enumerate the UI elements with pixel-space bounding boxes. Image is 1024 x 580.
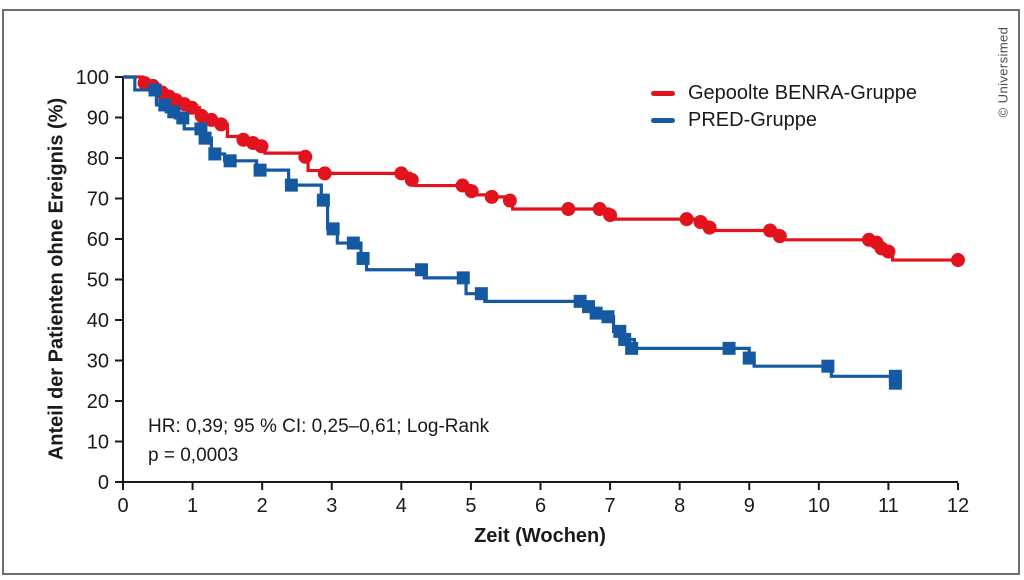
x-tick-label: 12 bbox=[947, 495, 969, 517]
event-marker-circle bbox=[502, 193, 517, 208]
event-marker-square bbox=[176, 111, 190, 125]
hr-ci-logrank-text: HR: 0,39; 95 % CI: 0,25–0,61; Log-Rank bbox=[148, 416, 490, 437]
event-marker-square bbox=[821, 359, 835, 373]
event-marker-square bbox=[346, 236, 360, 250]
event-marker-circle bbox=[679, 212, 694, 227]
x-tick-label: 3 bbox=[326, 495, 337, 517]
event-marker-square bbox=[474, 287, 488, 301]
event-marker-circle bbox=[214, 117, 229, 132]
y-axis-label: Anteil der Patienten ohne Ereignis (%) bbox=[45, 97, 68, 461]
event-marker-circle bbox=[603, 208, 618, 223]
y-tick-label: 60 bbox=[87, 229, 109, 251]
copyright-note: © Universimed bbox=[995, 26, 1011, 118]
y-tick-label: 90 bbox=[87, 108, 109, 130]
p-value-text: p = 0,0003 bbox=[148, 445, 239, 466]
event-marker-square bbox=[253, 163, 267, 177]
x-tick-label: 4 bbox=[396, 495, 407, 517]
event-marker-circle bbox=[561, 202, 576, 217]
legend-item-pred: PRED-Gruppe bbox=[651, 107, 917, 134]
event-marker-square bbox=[208, 147, 222, 161]
event-marker-square bbox=[625, 341, 639, 355]
event-marker-square bbox=[456, 271, 470, 285]
event-marker-circle bbox=[592, 202, 607, 217]
event-marker-circle bbox=[298, 149, 313, 164]
y-tick-label: 80 bbox=[87, 148, 109, 170]
y-tick-label: 100 bbox=[76, 67, 109, 89]
event-marker-square bbox=[356, 251, 370, 265]
y-tick-label: 30 bbox=[87, 351, 109, 373]
y-tick-label: 0 bbox=[98, 472, 109, 494]
legend-label-pred: PRED-Gruppe bbox=[688, 109, 817, 131]
stats-annotation: HR: 0,39; 95 % CI: 0,25–0,61; Log-Rank p… bbox=[148, 412, 489, 470]
event-marker-circle bbox=[772, 229, 787, 244]
x-tick-label: 6 bbox=[535, 495, 546, 517]
legend-label-benra: Gepoolte BENRA-Gruppe bbox=[688, 82, 918, 104]
event-marker-circle bbox=[184, 100, 199, 115]
event-marker-circle bbox=[394, 166, 409, 181]
event-marker-square bbox=[326, 222, 340, 236]
event-marker-square bbox=[284, 178, 298, 192]
y-tick-label: 40 bbox=[87, 310, 109, 332]
event-marker-square bbox=[148, 83, 162, 97]
event-marker-square bbox=[415, 263, 429, 277]
legend-item-benra: Gepoolte BENRA-Gruppe bbox=[651, 80, 917, 107]
event-marker-square bbox=[601, 310, 615, 324]
event-marker-circle bbox=[254, 139, 269, 154]
event-marker-circle bbox=[317, 166, 332, 181]
x-tick-label: 10 bbox=[808, 495, 830, 517]
event-marker-circle bbox=[702, 220, 717, 235]
x-axis-label: Zeit (Wochen) bbox=[474, 525, 606, 547]
event-marker-square bbox=[198, 131, 212, 145]
event-marker-square bbox=[722, 341, 736, 355]
event-marker-square bbox=[742, 351, 756, 365]
event-marker-square bbox=[223, 154, 237, 168]
x-tick-label: 9 bbox=[744, 495, 755, 517]
event-marker-square bbox=[589, 306, 603, 320]
event-marker-circle bbox=[951, 253, 965, 268]
legend: Gepoolte BENRA-Gruppe PRED-Gruppe bbox=[651, 80, 917, 134]
x-tick-label: 8 bbox=[674, 495, 685, 517]
event-marker-circle bbox=[484, 189, 499, 204]
pred-line-swatch bbox=[651, 118, 675, 123]
x-tick-label: 7 bbox=[605, 495, 616, 517]
y-tick-label: 70 bbox=[87, 189, 109, 211]
y-tick-label: 10 bbox=[87, 432, 109, 454]
event-marker-circle bbox=[881, 244, 896, 259]
event-marker-circle bbox=[404, 172, 419, 187]
x-tick-label: 5 bbox=[465, 495, 476, 517]
x-tick-label: 2 bbox=[257, 495, 268, 517]
event-marker-circle bbox=[464, 184, 479, 199]
y-tick-label: 50 bbox=[87, 270, 109, 292]
event-marker-square bbox=[316, 193, 330, 207]
x-tick-label: 0 bbox=[117, 495, 128, 517]
x-tick-label: 1 bbox=[187, 495, 198, 517]
event-marker-square bbox=[888, 376, 902, 390]
y-tick-label: 20 bbox=[87, 391, 109, 413]
x-tick-label: 11 bbox=[878, 495, 899, 517]
axes bbox=[122, 76, 958, 483]
benra-line-swatch bbox=[651, 91, 675, 96]
